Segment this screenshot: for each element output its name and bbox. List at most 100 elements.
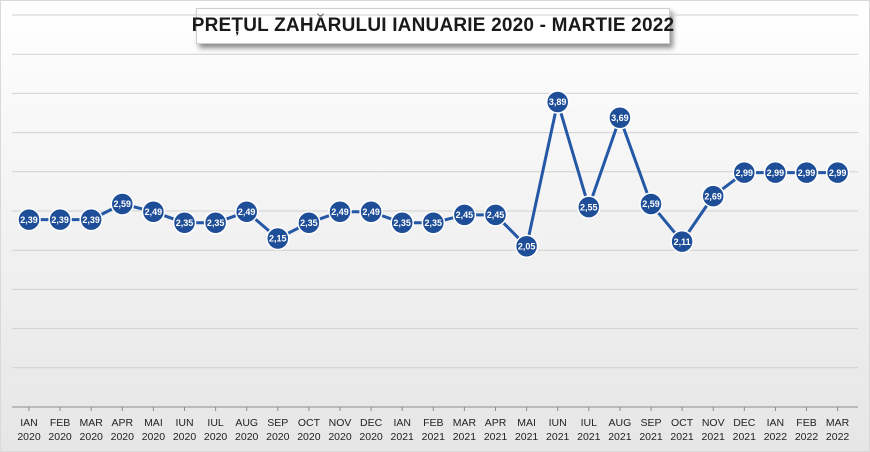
- data-label: 2,69: [704, 191, 722, 201]
- gridlines: [12, 14, 858, 369]
- x-tick-label-year: 2021: [577, 431, 601, 443]
- x-tick-label-month: IUN: [175, 417, 193, 429]
- x-tick-label-month: IAN: [767, 417, 785, 429]
- data-point-marker: [48, 207, 72, 232]
- x-tick-label-month: NOV: [329, 417, 352, 429]
- x-tick-label-year: 2021: [733, 431, 757, 443]
- data-label: 2,49: [145, 207, 163, 217]
- x-tick-label-month: MAR: [80, 417, 104, 429]
- x-tick-label-year: 2021: [546, 431, 570, 443]
- x-tick-label-month: OCT: [671, 417, 694, 429]
- x-tick-label-month: MAI: [517, 417, 536, 429]
- data-label: 2,35: [300, 218, 318, 228]
- x-tick-label-year: 2020: [17, 431, 41, 443]
- x-tick-label-month: DEC: [733, 417, 756, 429]
- data-point-marker: [577, 195, 601, 219]
- data-label: 2,15: [269, 234, 287, 244]
- chart-title: PREȚUL ZAHĂRULUI IANUARIE 2020 - MARTIE …: [191, 15, 675, 36]
- data-point-marker: [203, 211, 228, 235]
- x-tick-label-year: 2022: [764, 431, 788, 443]
- data-label: 2,99: [736, 168, 754, 178]
- x-tick-label-year: 2020: [235, 431, 259, 443]
- data-label: 2,55: [580, 202, 598, 212]
- data-label: 2,99: [767, 168, 785, 178]
- data-point-marker: [172, 211, 197, 235]
- data-label: 2,39: [82, 215, 100, 225]
- data-point-marker: [732, 160, 757, 185]
- data-point-marker: [608, 105, 632, 130]
- data-point-marker: [17, 207, 41, 232]
- x-tick-label-year: 2021: [670, 431, 694, 443]
- x-tick-label-month: APR: [485, 417, 507, 429]
- data-label: 3,89: [549, 97, 567, 107]
- data-label: 2,35: [176, 218, 194, 228]
- x-tick-label-year: 2021: [608, 431, 632, 443]
- data-label: 2,49: [331, 207, 349, 217]
- x-tick-label-month: AUG: [235, 417, 258, 429]
- x-tick-label-year: 2021: [639, 431, 663, 443]
- chart-title-box: PREȚUL ZAHĂRULUI IANUARIE 2020 - MARTIE …: [192, 8, 674, 44]
- data-point-marker: [266, 226, 290, 251]
- x-tick-label-year: 2020: [48, 431, 72, 443]
- x-tick-label-year: 2021: [391, 431, 415, 443]
- data-point-marker: [701, 184, 725, 208]
- data-label: 2,49: [362, 207, 380, 217]
- data-label: 3,69: [611, 113, 629, 123]
- data-label: 2,39: [51, 215, 69, 225]
- data-points: 2,39 2,39 2,39 2,59 2,49 2,35 2,35 2,49 2,15 2,35…: [17, 90, 850, 259]
- data-point-marker: [639, 192, 663, 216]
- x-tick-label-month: NOV: [702, 417, 725, 429]
- x-tick-label-year: 2020: [266, 431, 290, 443]
- data-point-marker: [452, 203, 477, 227]
- x-tick-label-month: IUL: [207, 417, 224, 429]
- x-tick-label-year: 2020: [142, 431, 166, 443]
- data-point-marker: [670, 229, 694, 254]
- data-point-marker: [110, 192, 135, 216]
- data-label: 2,39: [20, 215, 38, 225]
- x-tick-label-year: 2020: [328, 431, 352, 443]
- x-tick-label-year: 2020: [297, 431, 321, 443]
- x-tick-label-year: 2022: [795, 431, 819, 443]
- data-point-marker: [825, 160, 850, 185]
- x-tick-label-year: 2020: [204, 431, 228, 443]
- data-label: 2,45: [487, 210, 505, 220]
- data-label: 2,99: [829, 168, 847, 178]
- x-tick-label-month: APR: [112, 417, 134, 429]
- data-label: 2,11: [674, 237, 691, 247]
- x-tick-label-month: IUL: [581, 417, 598, 429]
- data-point-marker: [390, 211, 414, 235]
- x-tick-label-month: DEC: [360, 417, 383, 429]
- x-tick-label-year: 2021: [453, 431, 477, 443]
- x-tick-label-year: 2021: [484, 431, 508, 443]
- data-point-marker: [514, 234, 539, 259]
- x-tick-label-month: MAR: [826, 417, 850, 429]
- data-label: 2,05: [518, 241, 536, 251]
- data-point-marker: [328, 200, 352, 224]
- x-tick-label-year: 2020: [80, 431, 104, 443]
- x-tick-label-month: OCT: [298, 417, 321, 429]
- data-point-marker: [79, 207, 103, 232]
- data-point-marker: [794, 160, 819, 185]
- x-tick-label-year: 2020: [111, 431, 135, 443]
- data-point-marker: [234, 200, 259, 224]
- data-label: 2,99: [798, 168, 816, 178]
- data-point-marker: [421, 211, 446, 235]
- x-tick-label-month: IAN: [20, 417, 38, 429]
- data-point-marker: [763, 160, 788, 185]
- x-tick-label-year: 2020: [359, 431, 383, 443]
- data-label: 2,35: [207, 218, 225, 228]
- x-tick-label-year: 2021: [422, 431, 446, 443]
- x-tick-label-month: IUN: [549, 417, 567, 429]
- x-tick-label-year: 2021: [515, 431, 539, 443]
- x-tick-label-month: FEB: [50, 417, 70, 429]
- data-point-marker: [545, 90, 570, 114]
- x-tick-label-month: AUG: [609, 417, 632, 429]
- data-label: 2,59: [114, 199, 132, 209]
- x-tick-label-month: MAR: [453, 417, 477, 429]
- x-tick-label-month: FEB: [796, 417, 816, 429]
- data-point-marker: [483, 203, 508, 227]
- x-tick-label-month: MAI: [144, 417, 163, 429]
- x-tick-label-month: FEB: [423, 417, 443, 429]
- x-tick-label-year: 2022: [826, 431, 850, 443]
